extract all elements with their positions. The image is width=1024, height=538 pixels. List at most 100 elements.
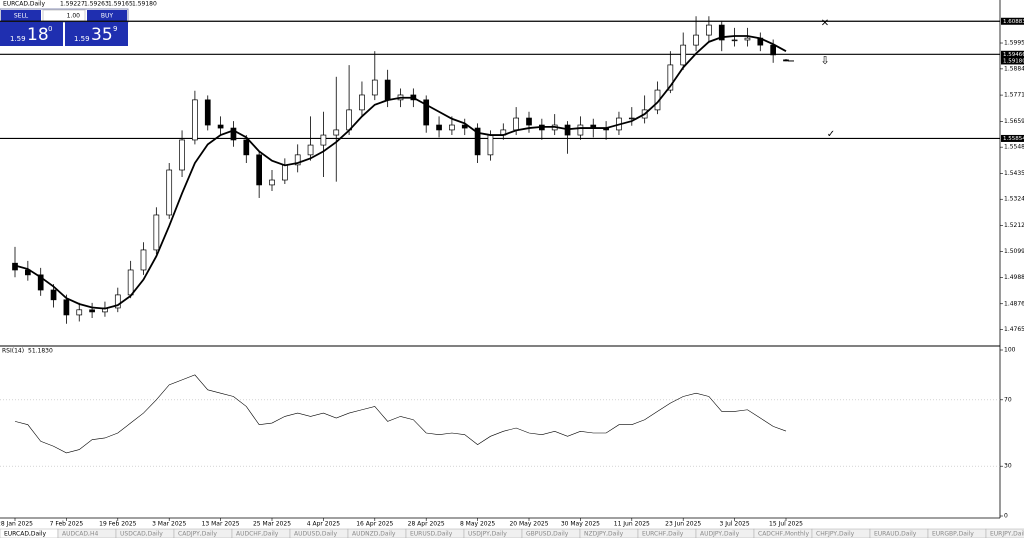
sell-arrow[interactable]: ⇩	[820, 54, 829, 67]
candle-body	[166, 169, 173, 216]
date-label: 30 May 2025	[561, 521, 600, 528]
buy-price-box[interactable]	[65, 22, 128, 46]
price-tick-label: 1.50995	[1004, 248, 1024, 255]
candle-body	[127, 269, 134, 296]
check-marker[interactable]: ✓	[827, 129, 835, 140]
chart-tab-label: AUDNZD,Daily	[352, 531, 396, 538]
candle-body	[37, 274, 44, 291]
candle-body	[179, 139, 185, 171]
sell-button[interactable]	[1, 10, 41, 21]
date-label: 11 Jun 2025	[614, 521, 650, 528]
candle-body	[307, 144, 314, 156]
rsi-tick-label: 100	[1004, 347, 1016, 354]
header-close: 1.59180	[132, 1, 157, 8]
candle-body	[487, 134, 494, 156]
candle-body	[50, 289, 57, 301]
price-tick-label: 1.52120	[1004, 222, 1024, 229]
price-tick-label: 1.55480	[1004, 144, 1024, 151]
level-label-bg	[1001, 50, 1024, 58]
chart-tab-label: NZDJPY,Daily	[584, 531, 624, 538]
date-label: 8 May 2025	[460, 521, 495, 528]
buy-price-small: 9	[113, 25, 117, 33]
chart-tab-label: GBPUSD,Daily	[526, 531, 569, 538]
chart-tab-label: EURAUD,Daily	[874, 531, 917, 538]
candle-body	[153, 214, 160, 251]
date-label: 15 Jul 2025	[769, 521, 803, 528]
candle-body	[256, 154, 262, 186]
candle-body	[461, 124, 468, 129]
level-label: 1.60883	[1003, 19, 1024, 25]
date-label: 3 Mar 2025	[152, 521, 186, 528]
level-label-bg	[1001, 134, 1024, 142]
candle-body	[140, 249, 147, 271]
candle-body	[89, 309, 95, 313]
price-tick-label: 1.56590	[1004, 118, 1024, 125]
volume-value: 1.00	[67, 13, 81, 20]
chart-tab-label: CADCHF,Monthly	[758, 531, 809, 538]
buy-price-prefix: 1.59	[74, 35, 90, 43]
candle-body	[320, 134, 327, 146]
date-label: 19 Feb 2025	[99, 521, 137, 528]
candle-body	[526, 117, 532, 126]
candle-body	[783, 59, 789, 62]
current-price-label: 1.59180	[1003, 58, 1024, 64]
buy-button[interactable]	[87, 10, 127, 21]
candle-body	[423, 99, 430, 126]
date-label: 13 Mar 2025	[202, 521, 240, 528]
candle-body	[333, 129, 340, 136]
buy-label: BUY	[101, 13, 114, 20]
candle-body	[513, 117, 520, 131]
chart-tab-label: AUDJPY,Daily	[700, 531, 740, 538]
level-label: 1.55854	[1003, 136, 1024, 142]
candle-body	[371, 79, 378, 96]
sell-price-prefix: 1.59	[10, 35, 26, 43]
current-price-bg	[1001, 57, 1024, 65]
candle-body	[436, 124, 442, 131]
level-label-bg	[1001, 17, 1024, 25]
chart-tab-label: AUDUSD,Daily	[294, 531, 337, 538]
candle-body	[230, 127, 237, 141]
candle-body	[706, 24, 712, 36]
sell-price-box[interactable]	[0, 22, 63, 46]
candle-body	[359, 94, 365, 111]
price-tick-label: 1.47650	[1004, 326, 1024, 333]
chart-tab-label: EURUSD,Daily	[410, 531, 453, 538]
sell-price-big: 18	[27, 25, 49, 45]
price-tick-label: 1.57715	[1004, 92, 1024, 99]
candle-body	[192, 99, 198, 141]
date-label: 28 Apr 2025	[408, 521, 445, 528]
chart-tab-label: EURCAD,Daily	[4, 531, 47, 538]
chart-tab-label: EURJPY,Daily	[990, 531, 1024, 538]
candle-body	[114, 294, 121, 309]
price-tick-label: 1.54355	[1004, 170, 1024, 177]
date-label: 25 Mar 2025	[253, 521, 291, 528]
candle-body	[693, 34, 699, 46]
candle-body	[680, 44, 687, 66]
date-label: 16 Apr 2025	[356, 521, 393, 528]
rsi-line	[14, 374, 787, 454]
chart-tab[interactable]	[985, 528, 1024, 538]
chart-tab-label: USDCAD,Daily	[120, 531, 163, 538]
price-tick-label: 1.48760	[1004, 300, 1024, 307]
level-label: 1.59466	[1003, 52, 1024, 58]
candle-body	[731, 39, 738, 42]
candle-body	[577, 124, 584, 136]
close-marker[interactable]: ✕	[821, 18, 829, 29]
date-label: 23 Jun 2025	[665, 521, 701, 528]
candle-body	[217, 124, 224, 129]
candle-body	[744, 37, 751, 41]
price-tick-label: 1.49885	[1004, 274, 1024, 281]
chart-tab-label: AUDCHF,Daily	[236, 531, 279, 538]
candle-body	[204, 99, 211, 126]
price-tick-label: 1.58840	[1004, 65, 1024, 72]
date-label: 20 May 2025	[509, 521, 548, 528]
candle-body	[770, 44, 777, 56]
chart-tab-label: CHFJPY,Daily	[816, 531, 855, 538]
date-label: 4 Apr 2025	[307, 521, 340, 528]
moving-average	[14, 35, 787, 310]
candle-body	[667, 64, 674, 91]
chart-tab-label: USDJPY,Daily	[468, 531, 507, 538]
candle-body	[294, 154, 301, 166]
rsi-tick-label: 0	[1004, 513, 1008, 520]
